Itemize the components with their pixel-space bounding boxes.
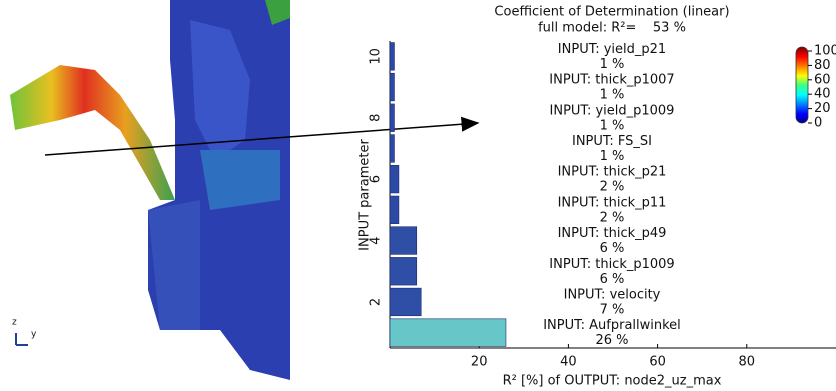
bar [390, 196, 399, 224]
y-tick-label: 6 [369, 175, 384, 183]
value-label: 6 % [600, 272, 625, 287]
bar [390, 104, 394, 132]
category-label: INPUT: yield_p21 [558, 42, 666, 57]
category-label: INPUT: Aufprallwinkel [543, 318, 681, 333]
bar [390, 43, 394, 71]
x-tick-label: 40 [560, 355, 577, 370]
y-tick-label: 8 [369, 114, 384, 122]
colorbar-tick-label: 0 [814, 116, 822, 131]
bar [390, 288, 421, 316]
x-tick-label: 20 [471, 355, 488, 370]
value-label: 7 % [600, 302, 625, 317]
colorbar-tick-label: 40 [814, 87, 831, 102]
bar [390, 135, 394, 163]
model-render: z y [10, 0, 290, 380]
value-label: 1 % [600, 57, 625, 72]
value-label: 2 % [600, 180, 625, 195]
y-tick-label: 10 [369, 48, 384, 65]
category-label: INPUT: velocity [564, 287, 661, 302]
chart-title: Coefficient of Determination (linear) [494, 5, 729, 20]
value-label: 6 % [600, 241, 625, 256]
value-label: 26 % [595, 333, 628, 348]
bar [390, 227, 417, 255]
category-label: INPUT: thick_p1009 [549, 257, 674, 272]
colorbar-tick-label: 100 [814, 44, 836, 59]
value-label: 1 % [600, 88, 625, 103]
figure: z y Coefficient of Determination (linear… [0, 0, 836, 391]
y-axis-label: INPUT parameter [358, 139, 373, 251]
value-label: 2 % [600, 210, 625, 225]
bar [390, 165, 399, 193]
category-label: INPUT: thick_p1007 [549, 73, 674, 88]
value-label: 1 % [600, 118, 625, 133]
bar [390, 73, 394, 101]
value-label: 1 % [600, 149, 625, 164]
x-tick-label: 80 [739, 355, 756, 370]
category-label: INPUT: thick_p11 [558, 195, 667, 210]
colorbar [796, 47, 808, 123]
category-label: INPUT: thick_p49 [558, 226, 667, 241]
y-tick-label: 4 [369, 236, 384, 244]
category-label: INPUT: FS_SI [572, 134, 652, 149]
svg-text:y: y [31, 330, 37, 340]
category-label: INPUT: thick_p21 [558, 165, 667, 180]
x-tick-label: 60 [649, 355, 666, 370]
y-tick-label: 2 [369, 298, 384, 306]
bar [390, 319, 506, 347]
svg-text:z: z [12, 318, 17, 328]
x-axis-label: R² [%] of OUTPUT: node2_uz_max [503, 374, 722, 389]
colorbar-tick-label: 80 [814, 58, 831, 73]
category-label: INPUT: yield_p1009 [550, 103, 675, 118]
chart-subtitle: full model: R²= 53 % [538, 21, 686, 36]
colorbar-tick-label: 60 [814, 72, 831, 87]
bar [390, 257, 417, 285]
colorbar-tick-label: 20 [814, 101, 831, 116]
